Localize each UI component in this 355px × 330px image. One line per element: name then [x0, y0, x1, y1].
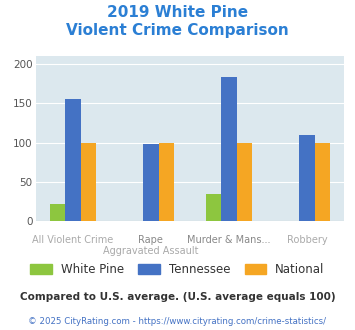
Text: © 2025 CityRating.com - https://www.cityrating.com/crime-statistics/: © 2025 CityRating.com - https://www.city… — [28, 317, 327, 326]
Bar — [299, 135, 315, 221]
Bar — [315, 143, 330, 221]
Bar — [221, 77, 237, 221]
Text: 2019 White Pine: 2019 White Pine — [107, 5, 248, 20]
Bar — [65, 99, 81, 221]
Bar — [206, 194, 221, 221]
Bar — [50, 204, 65, 221]
Bar — [159, 143, 174, 221]
Legend: White Pine, Tennessee, National: White Pine, Tennessee, National — [26, 258, 329, 281]
Text: Aggravated Assault: Aggravated Assault — [103, 246, 199, 256]
Text: Rape: Rape — [138, 235, 163, 245]
Text: Robbery: Robbery — [286, 235, 327, 245]
Text: Violent Crime Comparison: Violent Crime Comparison — [66, 23, 289, 38]
Bar — [237, 143, 252, 221]
Text: All Violent Crime: All Violent Crime — [32, 235, 114, 245]
Bar — [143, 144, 159, 221]
Bar — [81, 143, 96, 221]
Text: Murder & Mans...: Murder & Mans... — [187, 235, 271, 245]
Text: Compared to U.S. average. (U.S. average equals 100): Compared to U.S. average. (U.S. average … — [20, 292, 335, 302]
